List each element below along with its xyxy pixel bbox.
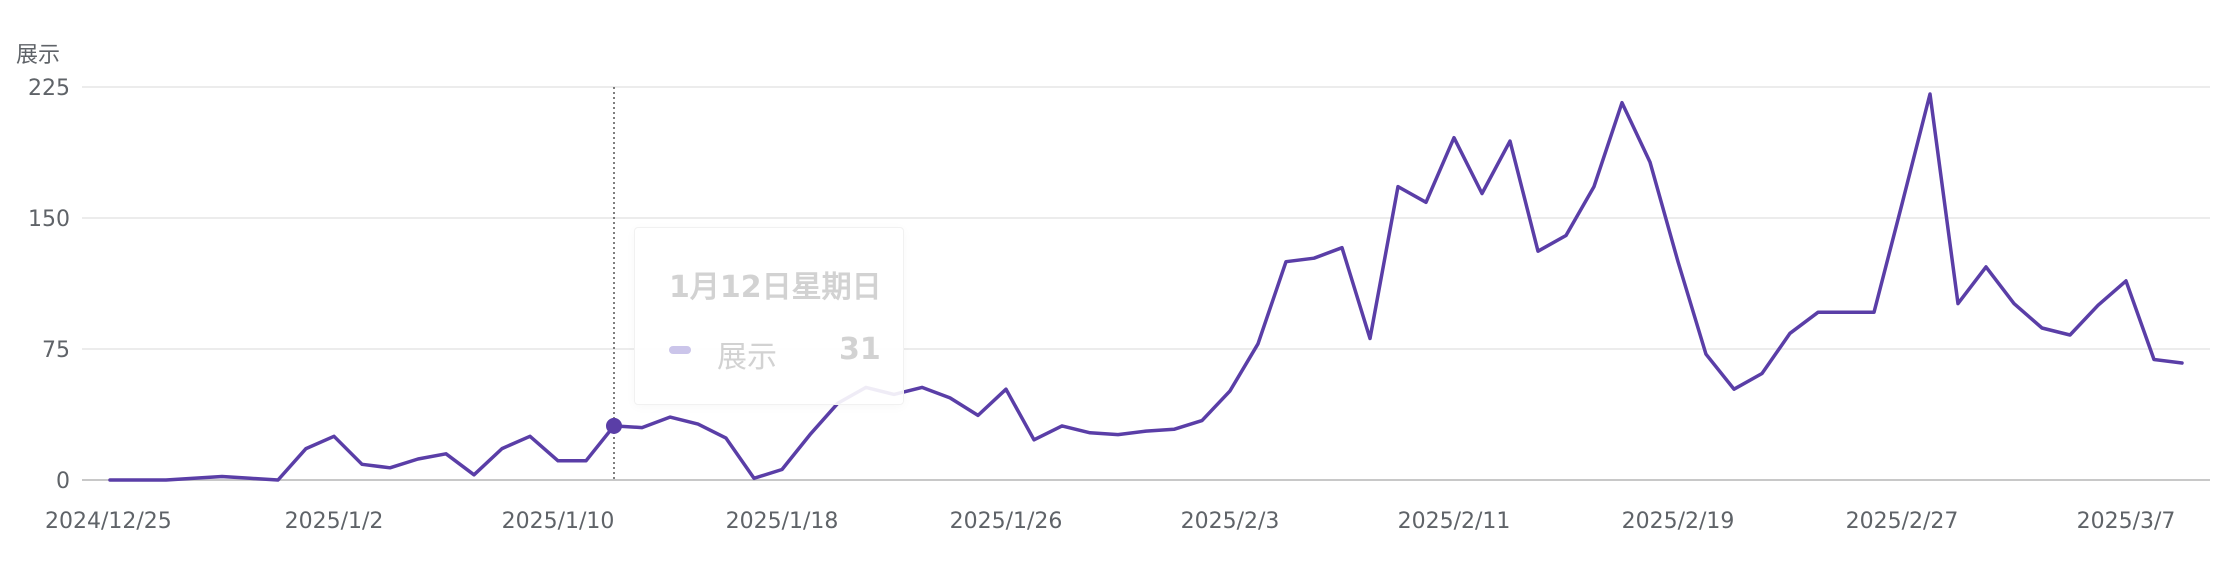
tooltip-series-name: 展示 (717, 340, 777, 375)
x-tick-label: 2025/2/19 (1622, 509, 1735, 534)
series-group (108, 92, 2184, 482)
series-line-zhanshi (108, 92, 2184, 482)
x-tick-label: 2025/2/27 (1846, 509, 1959, 534)
tooltip: 1月12日星期日 展示 31 (634, 227, 904, 405)
x-tick-label: 2025/1/26 (950, 509, 1063, 534)
y-tick-label: 225 (28, 76, 70, 101)
y-tick-label: 150 (28, 207, 70, 232)
x-tick-label: 2025/2/3 (1181, 509, 1280, 534)
tooltip-series-value: 31 (839, 332, 881, 367)
x-tick-label: 2025/2/11 (1398, 509, 1511, 534)
x-tick-label: 2025/1/10 (502, 509, 615, 534)
tooltip-series-swatch (669, 346, 691, 354)
x-tick-label: 2025/1/2 (285, 509, 384, 534)
x-tick-label: 2025/1/18 (726, 509, 839, 534)
tooltip-date: 1月12日星期日 (669, 270, 882, 305)
gridlines (82, 86, 2210, 481)
y-axis-label: 展示 (16, 43, 60, 68)
y-tick-label: 0 (56, 469, 70, 494)
highlight-point (606, 417, 622, 434)
x-tick-label: 2024/12/25 (45, 509, 172, 534)
y-tick-label: 75 (42, 338, 70, 363)
x-tick-label: 2025/3/7 (2077, 509, 2176, 534)
y-axis-ticks: 0 75 150 225 (28, 76, 70, 494)
x-axis-ticks: 2024/12/25 2025/1/2 2025/1/10 2025/1/18 2025… (45, 509, 2175, 534)
